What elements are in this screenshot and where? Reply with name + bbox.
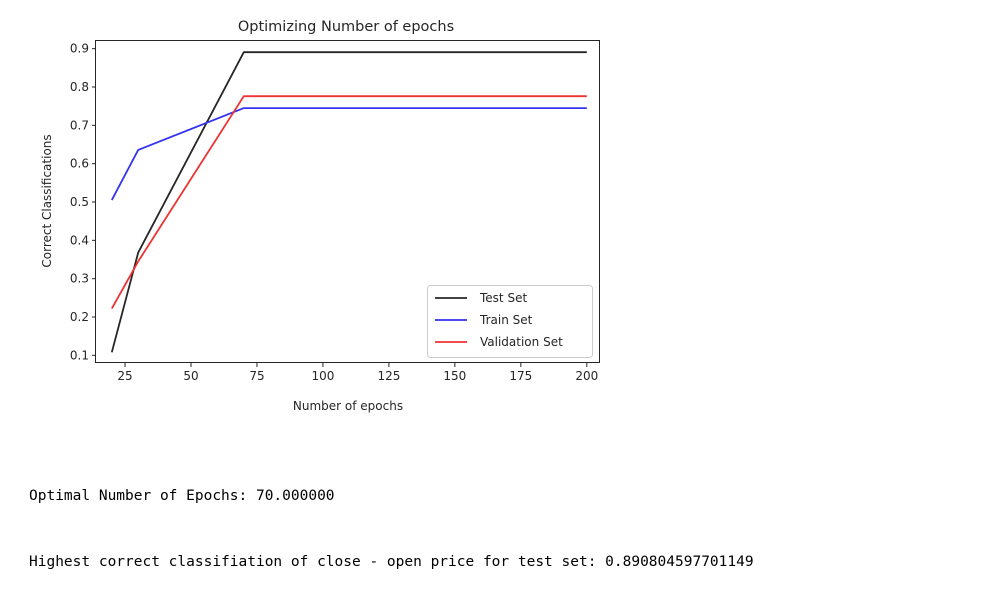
line-chart: Optimizing Number of epochs 25 50 75 100 125… [40,19,600,413]
x-tick-label: 175 [509,369,532,383]
train-set-line [111,107,587,201]
x-tick-label: 100 [311,369,334,383]
x-axis: 25 50 75 100 125 150 175 200 [117,363,598,383]
x-tick-label: 150 [443,369,466,383]
validation-set-line [111,95,587,310]
legend-label-validation-set: Validation Set [480,335,563,349]
legend-label-train-set: Train Set [479,313,533,327]
y-tick-label: 0.5 [70,195,89,209]
output-text: Optimal Number of Epochs: 70.000000 High… [29,441,754,595]
y-tick-label: 0.1 [70,348,89,362]
x-axis-label: Number of epochs [293,399,403,413]
y-tick-label: 0.7 [70,118,89,132]
highest-classification-line: Highest correct classifiation of close -… [29,554,754,570]
chart-title: Optimizing Number of epochs [238,19,454,35]
legend-box [427,285,593,358]
x-tick-label: 125 [377,369,400,383]
y-tick-label: 0.9 [70,42,89,56]
y-tick-label: 0.2 [70,310,89,324]
x-tick-label: 200 [575,369,598,383]
x-tick-label: 75 [249,369,264,383]
y-axis-label: Correct Classifications [40,134,54,267]
y-tick-label: 0.8 [70,80,89,94]
test-set-line [110,51,587,353]
y-tick-label: 0.6 [70,157,89,171]
x-tick-label: 50 [183,369,198,383]
y-tick-label: 0.4 [70,233,89,247]
y-tick-label: 0.3 [70,272,89,286]
legend: Test Set Train Set Validation Set [427,285,593,358]
x-tick-label: 25 [117,369,132,383]
y-axis: 0.1 0.2 0.3 0.4 0.5 0.6 0.7 0.8 0.9 [70,42,96,362]
optimal-epochs-line: Optimal Number of Epochs: 70.000000 [29,488,335,504]
legend-label-test-set: Test Set [479,291,527,305]
series-lines [110,51,587,353]
